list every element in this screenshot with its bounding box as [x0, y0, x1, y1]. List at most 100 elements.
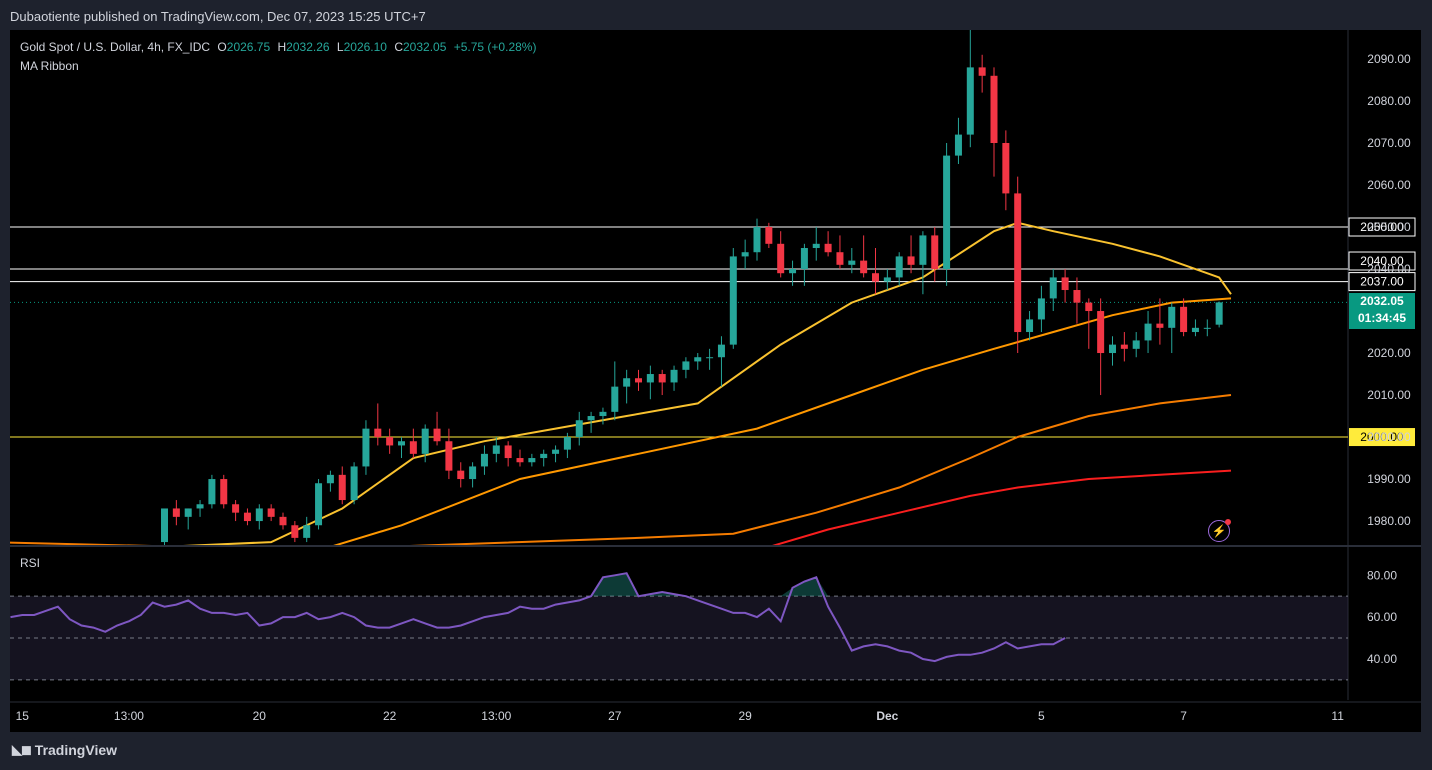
- tradingview-logo[interactable]: ◣◼ TradingView: [12, 742, 117, 758]
- ma-line: [183, 221, 1232, 545]
- candle-body: [563, 437, 571, 450]
- close-label: C: [394, 40, 403, 54]
- ma-line: [10, 394, 1232, 545]
- candle-body: [1156, 323, 1164, 328]
- candle-body: [279, 516, 287, 526]
- candle-body: [860, 260, 868, 274]
- candle-body: [872, 273, 879, 282]
- level-label-box: [1349, 428, 1415, 447]
- candle-body: [1132, 340, 1140, 349]
- price-tick-label: 2040.00: [1367, 262, 1411, 276]
- time-tick-label: 15: [16, 709, 30, 723]
- price-pane: [10, 30, 1421, 700]
- open-label: O: [217, 40, 227, 54]
- price-tick-label: 2050.00: [1367, 220, 1411, 234]
- candle-body: [919, 235, 927, 265]
- candle-body: [883, 277, 891, 282]
- tradingview-logo-icon: ◣◼: [12, 742, 32, 757]
- candle-body: [1037, 298, 1045, 320]
- ma-line: [772, 469, 1232, 545]
- time-tick-label: 13:00: [114, 709, 144, 723]
- candle-body: [1002, 142, 1010, 194]
- symbol-title: Gold Spot / U.S. Dollar, 4h, FX_IDC: [20, 40, 211, 54]
- candle-body: [717, 344, 725, 358]
- candle-body: [658, 374, 666, 383]
- candle-body: [907, 256, 915, 265]
- price-tick-label: 2010.00: [1367, 388, 1411, 402]
- time-tick-label: 5: [1038, 709, 1045, 723]
- low-value: 2026.10: [343, 40, 387, 54]
- candle-body: [350, 466, 358, 501]
- candle-body: [398, 441, 405, 446]
- brand-name: TradingView: [34, 742, 118, 758]
- candle-body: [646, 374, 654, 383]
- candle-body: [623, 378, 631, 387]
- level-label-box: [1348, 217, 1416, 237]
- candle-body: [374, 428, 382, 438]
- low-label: L: [336, 40, 344, 54]
- candle-body: [599, 411, 607, 417]
- candle-body: [196, 504, 204, 509]
- rsi-overbought-fill: [780, 577, 829, 597]
- candle-body: [469, 466, 477, 480]
- candle-body: [409, 441, 417, 454]
- candle-body: [1085, 302, 1093, 312]
- candle-body: [516, 458, 524, 463]
- time-tick-label: 20: [253, 709, 267, 723]
- candle-body: [575, 420, 583, 438]
- level-label: 2050.00: [1360, 220, 1404, 234]
- candle-body: [1120, 344, 1128, 349]
- level-label: 2037.00: [1360, 275, 1404, 289]
- symbol-legend: Gold Spot / U.S. Dollar, 4h, FX_IDC O 202…: [20, 40, 540, 54]
- candle-body: [161, 508, 168, 543]
- indicator-label[interactable]: MA Ribbon: [20, 59, 79, 73]
- candle-body: [836, 252, 844, 265]
- candle-body: [267, 508, 275, 517]
- candle-body: [445, 441, 453, 471]
- candle-body: [315, 483, 323, 526]
- candle-body: [1073, 290, 1081, 303]
- level-label: 2000.00: [1360, 430, 1404, 444]
- time-tick-label: 13:00: [481, 709, 511, 723]
- candle-body: [362, 428, 370, 467]
- ma-line: [333, 297, 1232, 545]
- time-tick-label: Dec: [876, 709, 898, 723]
- last-price-badge: 2032.05 01:34:45: [1349, 293, 1415, 329]
- candle-body: [824, 243, 832, 253]
- bolt-icon[interactable]: ⚡: [1208, 519, 1231, 542]
- price-tick-label: 2020.00: [1367, 346, 1411, 360]
- time-tick-label: 29: [738, 709, 752, 723]
- candle-body: [232, 504, 240, 513]
- price-tick-label: 2000.00: [1367, 430, 1411, 444]
- level-label-box: [1348, 251, 1416, 271]
- candle-body: [1061, 277, 1069, 291]
- high-label: H: [277, 40, 287, 54]
- rsi-pane: 40.00 60.00 80.00: [10, 568, 1397, 681]
- candle-body: [184, 508, 192, 517]
- candle-body: [1144, 323, 1152, 341]
- candle-body: [421, 428, 429, 454]
- time-tick-label: 27: [608, 709, 622, 723]
- rsi-label[interactable]: RSI: [20, 556, 41, 570]
- rsi-overbought-fill: [638, 592, 686, 597]
- candle-body: [682, 361, 690, 370]
- candle-body: [291, 525, 299, 538]
- candle-body: [670, 369, 678, 383]
- candle-body: [1097, 311, 1105, 354]
- ma-ribbon: [10, 221, 1232, 545]
- candle-body: [978, 67, 986, 76]
- last-price-value: 2032.05: [1360, 294, 1404, 308]
- high-value: 2032.26: [286, 40, 330, 54]
- change-value: +5.75 (+0.28%): [453, 40, 537, 54]
- price-tick-label: 1990.00: [1367, 472, 1411, 486]
- candle-body: [208, 479, 216, 505]
- candle-body: [777, 243, 785, 274]
- time-tick-label: 7: [1180, 709, 1187, 723]
- candle-body: [587, 416, 595, 421]
- candle-body: [1180, 306, 1188, 333]
- candle-body: [303, 525, 311, 538]
- bar-countdown: 01:34:45: [1357, 311, 1407, 325]
- publish-line: Dubaotiente published on TradingView.com…: [10, 9, 426, 24]
- time-tick-label: 11: [1331, 709, 1344, 723]
